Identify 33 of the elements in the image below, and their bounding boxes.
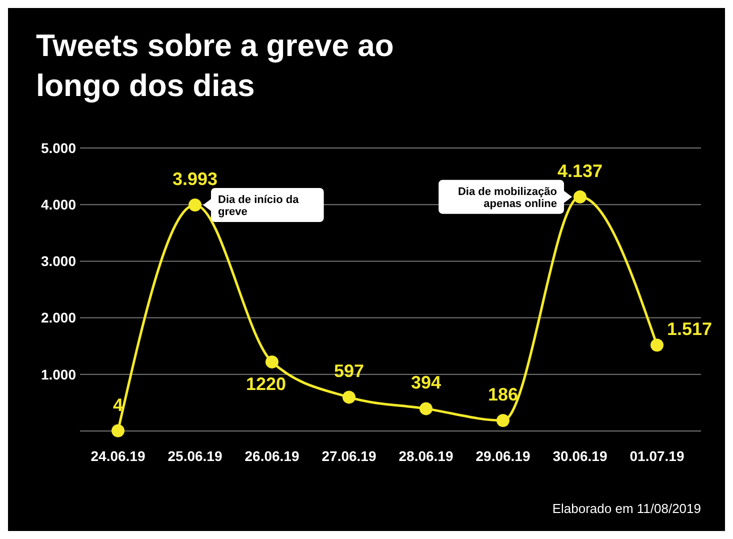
x-tick-label: 01.07.19: [630, 448, 684, 464]
y-tick-label: 3.000: [40, 253, 76, 270]
point: [188, 198, 202, 212]
x-tick-label: 28.06.19: [398, 448, 454, 464]
text: Elaborado em 11/08/2019: [552, 501, 701, 516]
point: [266, 355, 278, 368]
annotation: Dia de mobilização apenas online: [458, 186, 558, 210]
point: [342, 390, 356, 404]
x-tick-label: 29.06.19: [476, 448, 530, 464]
x-tick-label: 25.06.19: [168, 448, 222, 464]
data-label: 1.517: [667, 319, 712, 340]
data-label: 597: [334, 361, 364, 382]
x-tick-label: 24.06.19: [90, 448, 146, 464]
y-tick-label: 2.000: [40, 310, 76, 326]
point: [650, 338, 664, 352]
point: [112, 424, 124, 438]
x-tick-label: 26.06.19: [244, 448, 300, 464]
data-label: 3.993: [172, 168, 218, 189]
point: [496, 414, 510, 427]
data-label: 186: [488, 384, 518, 404]
data-label: 394: [410, 372, 442, 393]
x-tick-label: 30.06.19: [552, 448, 608, 464]
annotation: Dia de início da greve: [218, 194, 300, 218]
chart-title: Tweets sobre a greve ao longo dos dias: [36, 28, 394, 103]
y-tick-label: 1.000: [40, 366, 76, 382]
data-label: 4.137: [557, 160, 603, 181]
point: [420, 402, 432, 416]
point: [574, 190, 586, 204]
x-tick-label: 27.06.19: [322, 448, 376, 464]
data-label: 4: [112, 394, 124, 415]
y-tick-label: 4.000: [40, 196, 76, 212]
y-tick-label: 5.000: [40, 140, 76, 156]
data-label: 1220: [246, 374, 286, 394]
